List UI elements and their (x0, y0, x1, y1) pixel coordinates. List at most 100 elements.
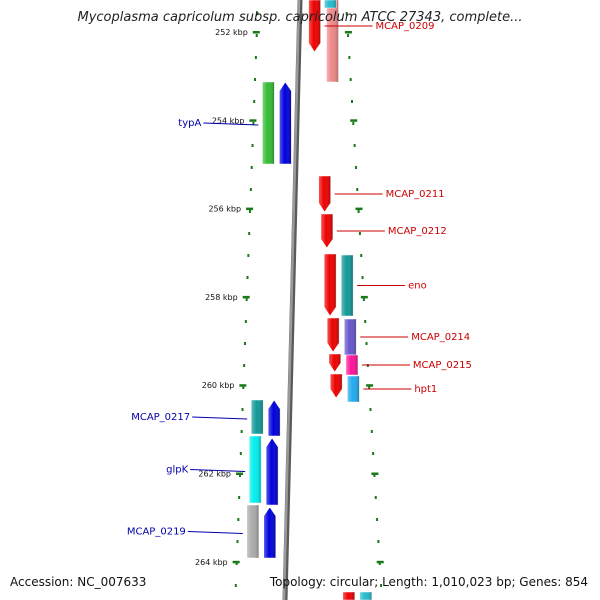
gene-arrow-shading (324, 254, 337, 316)
gene-mcap-0217-companion[interactable] (267, 399, 281, 437)
gene-label-typa[interactable]: typA (178, 118, 201, 129)
gene-arrow-shading (308, 0, 321, 52)
tick-layer (232, 12, 384, 587)
gene-typa[interactable] (262, 81, 275, 165)
tick-mark (234, 584, 237, 587)
gene-mcap-0215-leader[interactable] (328, 353, 342, 373)
tick-mark (238, 496, 241, 499)
tick-mark (236, 540, 239, 543)
page-title: Mycoplasma capricolum subsp. capricolum … (77, 10, 523, 25)
tick-mark (364, 320, 367, 323)
gene-label-mcap-0217[interactable]: MCAP_0217 (131, 412, 190, 423)
tick-mark (240, 430, 243, 433)
gene-mcap-0214-leader[interactable] (326, 317, 340, 353)
gene-label-hpt1[interactable]: hpt1 (414, 384, 437, 395)
tick-mark (256, 12, 259, 15)
gene-mcap-0211[interactable] (318, 175, 331, 213)
gene-mcap-0209[interactable] (308, 0, 321, 53)
gene-arrow-shading (266, 438, 279, 505)
gene-typa-companion[interactable] (279, 81, 292, 165)
tick-mark (354, 166, 357, 169)
gene-arrow-shading (347, 376, 360, 402)
tick-mark (244, 320, 247, 323)
tick-mark (348, 56, 351, 59)
tick-mark (254, 56, 257, 59)
gene-arrow-shading (318, 176, 331, 212)
major-tick (249, 119, 257, 122)
tick-mark (356, 188, 359, 191)
gene-label-glpk[interactable]: glpK (166, 465, 188, 476)
gene-mcap-0219[interactable] (246, 504, 260, 559)
tick-mark (351, 100, 353, 103)
tick-mark (360, 254, 363, 257)
gene-label-mcap-0215[interactable]: MCAP_0215 (413, 360, 472, 371)
tick-mark (237, 518, 240, 521)
tick-mark (368, 386, 371, 389)
gene-arrow-shading (268, 400, 281, 436)
tick-mark (358, 232, 361, 235)
gene-label-leader (203, 122, 259, 126)
axis-position-label: 254 kbp (212, 116, 245, 125)
tick-mark (252, 122, 255, 125)
tick-mark (345, 12, 348, 15)
major-tick (344, 31, 352, 34)
tick-mark (239, 452, 242, 455)
tick-mark (349, 78, 352, 81)
gene-arrow-shading (251, 400, 264, 434)
gene-arrow-shading (324, 0, 337, 8)
gene-glpk[interactable] (248, 435, 262, 504)
gene-top-cyan[interactable] (323, 0, 337, 9)
gene-mcap-0217[interactable] (250, 399, 264, 435)
gene-arrow-shading (246, 505, 259, 558)
genome-backbone-layer (282, 0, 303, 600)
gene-label-mcap-0214[interactable]: MCAP_0214 (411, 332, 470, 343)
major-tick (252, 31, 260, 34)
gene-mcap-0214[interactable] (343, 318, 357, 356)
gene-arrow-shading (342, 592, 355, 600)
gene-glpk-companion[interactable] (265, 437, 279, 506)
gene-label-eno[interactable]: eno (408, 281, 427, 292)
tick-mark (370, 430, 373, 433)
major-tick (239, 384, 247, 387)
tick-mark (238, 474, 241, 477)
gene-arrow-shading (279, 82, 292, 164)
gene-mcap-0215[interactable] (345, 354, 359, 376)
major-tick (246, 207, 254, 211)
tick-mark (255, 34, 258, 37)
tick-mark (376, 518, 379, 521)
major-tick (360, 295, 368, 299)
major-tick (236, 472, 244, 475)
gene-label-mcap-0219[interactable]: MCAP_0219 (127, 527, 186, 538)
tick-mark (245, 298, 248, 301)
gene-mcap-0219-companion[interactable] (263, 506, 277, 559)
gene-label-leader (187, 531, 243, 534)
axis-position-label: 258 kbp (205, 293, 238, 302)
tick-mark (361, 276, 364, 279)
tick-mark (249, 210, 252, 213)
accession-text: Accession: NC_007633 (10, 575, 147, 589)
gene-bottom-red[interactable] (342, 591, 356, 600)
gene-arrow-shading (330, 374, 343, 398)
gene-mcap-0212[interactable] (320, 213, 334, 249)
gene-hpt1-leader[interactable] (329, 373, 343, 399)
gene-hpt1[interactable] (347, 375, 360, 403)
gene-eno-leader[interactable] (323, 253, 337, 317)
gene-bottom-cyan[interactable] (359, 591, 373, 600)
gene-mcap-0209-companion[interactable] (326, 0, 339, 83)
genome-summary-text: Topology: circular; Length: 1,010,023 bp… (269, 575, 588, 589)
tick-mark (253, 100, 256, 103)
tick-mark (372, 452, 375, 455)
axis-position-label: 262 kbp (198, 470, 231, 479)
major-tick (371, 472, 379, 475)
major-tick (376, 560, 384, 564)
gene-eno[interactable] (340, 254, 354, 317)
gene-arrow-shading (344, 319, 357, 355)
gene-arrow-shading (341, 255, 354, 316)
tick-mark (248, 232, 251, 235)
gene-label-mcap-0212[interactable]: MCAP_0212 (388, 226, 447, 237)
gene-label-mcap-0209[interactable]: MCAP_0209 (376, 21, 435, 32)
tick-mark (377, 540, 380, 543)
gene-label-mcap-0211[interactable]: MCAP_0211 (386, 189, 445, 200)
tick-mark (243, 364, 246, 367)
